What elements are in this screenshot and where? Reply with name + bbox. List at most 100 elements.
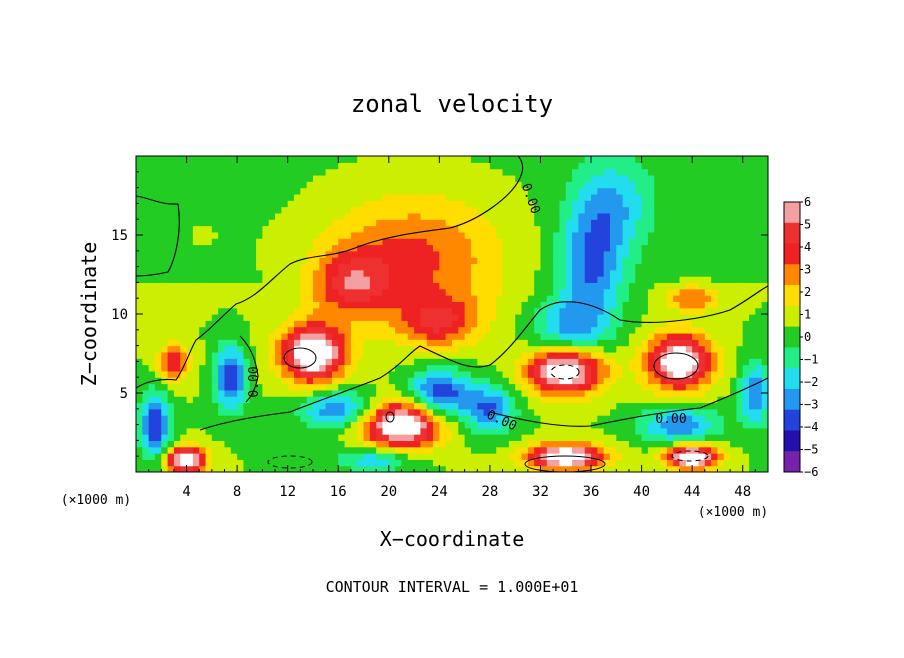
heatmap-cell xyxy=(540,219,548,227)
heatmap-cell xyxy=(553,231,561,239)
heatmap-cell xyxy=(407,206,415,214)
heatmap-cell xyxy=(218,415,226,423)
heatmap-cell xyxy=(660,269,668,277)
heatmap-cell xyxy=(534,332,542,340)
heatmap-cell xyxy=(616,358,624,366)
heatmap-cell xyxy=(660,440,668,448)
heatmap-cell xyxy=(654,174,662,182)
heatmap-cell xyxy=(445,434,453,441)
heatmap-cell xyxy=(249,193,257,201)
heatmap-cell xyxy=(180,465,188,472)
heatmap-cell xyxy=(243,358,251,366)
heatmap-cell xyxy=(654,459,662,467)
heatmap-cell xyxy=(300,408,308,416)
heatmap-cell xyxy=(218,358,226,366)
heatmap-cell xyxy=(395,377,403,385)
heatmap-cell xyxy=(199,307,207,315)
heatmap-cell xyxy=(597,345,605,353)
heatmap-cell xyxy=(192,307,200,315)
heatmap-cell xyxy=(647,459,655,467)
heatmap-cell xyxy=(502,446,510,454)
heatmap-cell xyxy=(666,396,674,404)
heatmap-cell xyxy=(660,421,668,429)
heatmap-cell xyxy=(148,434,156,441)
heatmap-cell xyxy=(224,276,232,283)
heatmap-cell xyxy=(458,453,466,460)
heatmap-cell xyxy=(540,257,548,265)
heatmap-cell xyxy=(749,377,756,385)
heatmap-cell xyxy=(237,193,245,201)
heatmap-cell xyxy=(173,339,181,347)
heatmap-cell xyxy=(515,162,523,170)
heatmap-cell xyxy=(489,288,497,296)
heatmap-cell xyxy=(388,314,396,321)
heatmap-cell xyxy=(376,187,384,195)
heatmap-cell xyxy=(452,364,459,372)
heatmap-cell xyxy=(515,181,523,189)
heatmap-cell xyxy=(553,193,561,201)
heatmap-cell xyxy=(546,244,554,252)
heatmap-cell xyxy=(205,187,213,195)
heatmap-cell xyxy=(742,370,750,378)
heatmap-cell xyxy=(262,345,270,353)
heatmap-cell xyxy=(647,446,655,454)
heatmap-cell xyxy=(502,389,510,397)
heatmap-cell xyxy=(180,421,188,429)
heatmap-cell xyxy=(199,370,207,378)
heatmap-cell xyxy=(685,162,693,170)
heatmap-cell xyxy=(489,408,497,416)
heatmap-cell xyxy=(666,314,674,321)
heatmap-cell xyxy=(698,288,706,296)
heatmap-cell xyxy=(647,200,655,208)
heatmap-cell xyxy=(439,408,447,416)
heatmap-cell xyxy=(452,295,459,302)
heatmap-cell xyxy=(452,389,459,397)
heatmap-cell xyxy=(433,408,440,416)
heatmap-cell xyxy=(306,389,314,397)
heatmap-cell xyxy=(275,181,282,189)
heatmap-cell xyxy=(439,263,447,271)
heatmap-cell xyxy=(445,263,453,271)
heatmap-cell xyxy=(154,370,162,378)
heatmap-cell xyxy=(685,288,693,296)
heatmap-cell xyxy=(357,250,365,258)
heatmap-cell xyxy=(180,427,188,435)
heatmap-cell xyxy=(395,402,403,410)
heatmap-cell xyxy=(445,427,453,435)
heatmap-cell xyxy=(180,408,188,416)
heatmap-cell xyxy=(243,168,251,176)
heatmap-cell xyxy=(685,307,693,315)
heatmap-cell xyxy=(167,421,175,429)
heatmap-cell xyxy=(281,459,289,467)
heatmap-cell xyxy=(148,351,156,359)
heatmap-cell xyxy=(508,219,516,227)
heatmap-cell xyxy=(711,370,719,378)
heatmap-cell xyxy=(294,206,301,214)
heatmap-cell xyxy=(565,440,573,448)
heatmap-cell xyxy=(167,269,175,277)
heatmap-cell xyxy=(622,238,630,246)
heatmap-cell xyxy=(154,225,162,233)
heatmap-cell xyxy=(300,276,308,283)
heatmap-cell xyxy=(603,408,611,416)
heatmap-cell xyxy=(698,427,706,435)
heatmap-cell xyxy=(749,332,756,340)
heatmap-cell xyxy=(654,263,662,271)
heatmap-cell xyxy=(154,440,162,448)
heatmap-cell xyxy=(673,408,681,416)
heatmap-cell xyxy=(647,358,655,366)
heatmap-cell xyxy=(186,181,194,189)
heatmap-cell xyxy=(445,408,453,416)
heatmap-cell xyxy=(325,332,333,340)
heatmap-cell xyxy=(591,314,598,321)
heatmap-cell xyxy=(344,162,352,170)
heatmap-cell xyxy=(199,351,207,359)
heatmap-cell xyxy=(369,276,377,283)
heatmap-cell xyxy=(388,421,396,429)
heatmap-cell xyxy=(287,181,295,189)
heatmap-cell xyxy=(344,453,352,460)
heatmap-cell xyxy=(742,453,750,460)
heatmap-cell xyxy=(603,389,611,397)
heatmap-cell xyxy=(357,168,365,176)
heatmap-cell xyxy=(350,465,358,472)
